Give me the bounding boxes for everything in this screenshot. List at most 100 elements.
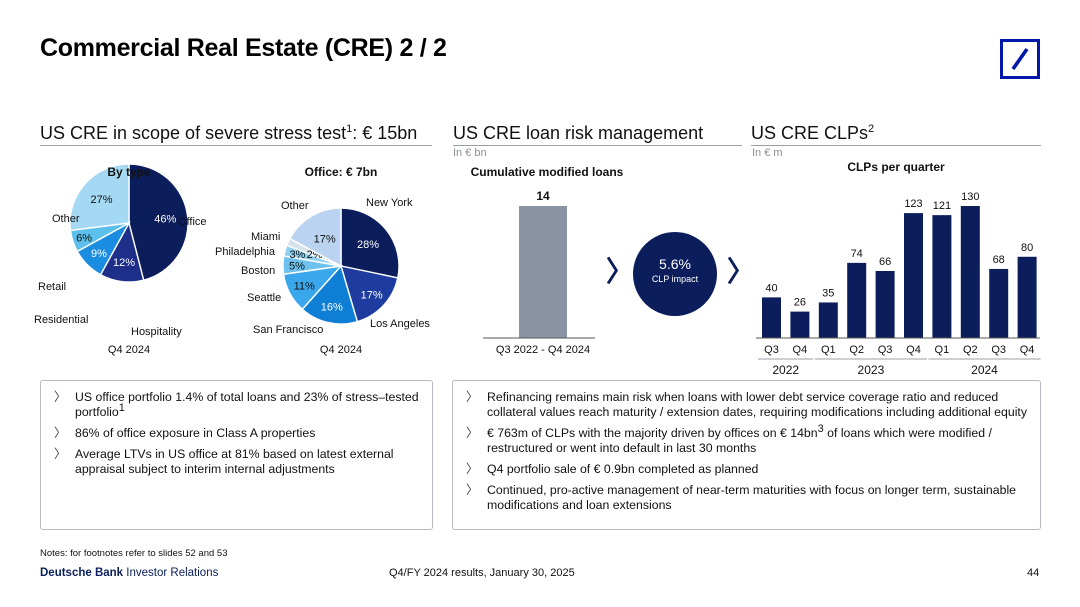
bar-value-label: 66: [879, 256, 891, 268]
bar-value-label: 80: [1021, 242, 1033, 254]
unit-label: In € m: [752, 147, 783, 159]
year-group-label: 2022: [772, 363, 799, 377]
pie-category-label: Los Angeles: [370, 318, 430, 330]
page-number: 44: [1027, 567, 1040, 579]
x-tick-label: Q2: [963, 344, 978, 356]
pie-percent-label: 3%: [289, 249, 305, 261]
bullet-text: Q4 portfolio sale of € 0.9bn completed a…: [487, 462, 759, 476]
heading-text: US CRE CLPs: [751, 123, 869, 143]
section-divider: [40, 145, 432, 146]
section-heading-risk-management: US CRE loan risk management: [453, 123, 704, 143]
x-tick-label: Q3 2022 - Q4 2024: [496, 344, 590, 356]
bullet-chevron-icon: 〉: [54, 426, 67, 440]
footer-date: Q4/FY 2024 results, January 30, 2025: [389, 567, 575, 579]
pie-percent-label: 17%: [314, 234, 336, 246]
pie-percent-label: 16%: [321, 302, 343, 314]
x-tick-label: Q1: [821, 344, 836, 356]
pie-percent-label: 46%: [154, 213, 176, 225]
bar: [960, 206, 980, 338]
footnote-text: Notes: for footnotes refer to slides 52 …: [40, 548, 228, 559]
section-heading-clps: US CRE CLPs2: [751, 123, 874, 144]
bar: [818, 302, 838, 338]
bar-value-label: 130: [961, 191, 979, 203]
clps-per-quarter-chart: CLPs per quarter 40 Q3 26 Q4 35 Q1 74 Q2 66 Q3 123 Q…: [756, 160, 1041, 377]
bar-value-label: 68: [993, 254, 1005, 266]
bar: [762, 297, 781, 338]
footnote-marker: 3: [817, 422, 824, 435]
pie-percent-label: 5%: [289, 260, 305, 272]
bullet-item: 〉 € 763m of CLPs with the majority driven…: [453, 422, 1040, 456]
right-bullet-list: 〉 Refinancing remains main risk when loan…: [453, 390, 1040, 513]
bullet-item: 〉 Q4 portfolio sale of € 0.9bn completed …: [453, 462, 1040, 477]
pie-category-label: Office: [178, 216, 207, 228]
pie-category-label: Seattle: [247, 292, 281, 304]
bullet-item: 〉 86% of office exposure in Class A prope…: [41, 426, 432, 441]
pie-percent-label: 6%: [76, 233, 92, 245]
section-heading-stress-test: US CRE in scope of severe stress test1: …: [40, 123, 417, 144]
pie-percent-label: 9%: [91, 248, 107, 260]
clp-impact-label: CLP impact: [651, 274, 699, 284]
pie-slice: [128, 163, 189, 281]
pie-category-label: Boston: [241, 265, 275, 277]
clp-impact-value: 5.6%: [659, 256, 691, 272]
footnote-marker: 1: [346, 123, 353, 135]
brand-suffix: Investor Relations: [123, 567, 219, 579]
bullet-chevron-icon: 〉: [466, 390, 479, 404]
bullet-text: Continued, pro-active management of near…: [487, 483, 1017, 512]
pie-percent-label: 12%: [113, 257, 135, 269]
pie-category-label: San Francisco: [253, 324, 323, 336]
pie-title: Office: € 7bn: [305, 165, 378, 179]
x-tick-label: Q4: [793, 344, 808, 356]
bullet-item: 〉 Continued, pro-active management of nea…: [453, 483, 1040, 513]
pie-category-label: Other: [52, 213, 80, 225]
pie-slice: [340, 207, 400, 279]
pie-slice: [69, 163, 130, 232]
pie-slice: [288, 207, 342, 268]
x-tick-label: Q1: [935, 344, 950, 356]
pie-category-label: Philadelphia: [215, 246, 276, 258]
pie-title: By type: [107, 165, 151, 179]
left-bullet-box: 〉 US office portfolio 1.4% of total loans…: [40, 380, 433, 530]
pie-category-label: Hospitality: [131, 326, 182, 338]
pie-caption: Q4 2024: [320, 344, 362, 356]
chart-title: Cumulative modified loans: [471, 165, 624, 179]
pie-category-label: Retail: [38, 281, 66, 293]
bar: [519, 206, 567, 338]
pie-category-label: New York: [366, 197, 413, 209]
pie-percent-label: 17%: [361, 289, 383, 301]
bullet-chevron-icon: 〉: [54, 447, 67, 461]
x-tick-label: Q4: [1020, 344, 1035, 356]
pie-slice: [339, 265, 399, 323]
pie-caption: Q4 2024: [108, 344, 150, 356]
chart-title: CLPs per quarter: [847, 160, 945, 174]
chevron-right-icon: 〉: [727, 256, 756, 287]
bullet-text: of loans which were modified / restructu…: [487, 426, 992, 455]
x-tick-label: Q2: [849, 344, 864, 356]
bar-value-label: 74: [851, 248, 863, 260]
chevron-right-icon: 〉: [606, 256, 635, 287]
pie-category-label: Miami: [251, 231, 280, 243]
bar: [847, 262, 867, 338]
heading-tail: : € 15bn: [352, 123, 418, 143]
bullet-chevron-icon: 〉: [466, 462, 479, 476]
bar: [989, 268, 1009, 338]
bullet-text: Average LTVs in US office at 81% based o…: [75, 447, 394, 476]
cumulative-modified-loans-chart: Cumulative modified loans 14 Q3 2022 - Q4 …: [471, 165, 624, 356]
pie-percent-label: 11%: [294, 281, 315, 293]
bar: [790, 311, 810, 338]
bullet-text: Refinancing remains main risk when loans…: [487, 390, 1027, 419]
left-bullet-list: 〉 US office portfolio 1.4% of total loans…: [41, 390, 432, 477]
bar: [1017, 256, 1037, 338]
logo-slash-icon: [1011, 47, 1029, 71]
pie-percent-label: 28%: [357, 239, 379, 251]
bullet-chevron-icon: 〉: [466, 426, 479, 440]
pie-slice: [301, 264, 359, 325]
unit-label: In € bn: [453, 147, 487, 159]
deutsche-bank-logo: [1000, 39, 1040, 79]
bar-value-label: 121: [933, 200, 951, 212]
pie-category-label: Residential: [34, 314, 88, 326]
bar-value-label: 40: [765, 282, 777, 294]
bar-value-label: 123: [904, 198, 922, 210]
section-divider: [751, 145, 1041, 146]
right-bullet-box: 〉 Refinancing remains main risk when loan…: [452, 380, 1041, 530]
